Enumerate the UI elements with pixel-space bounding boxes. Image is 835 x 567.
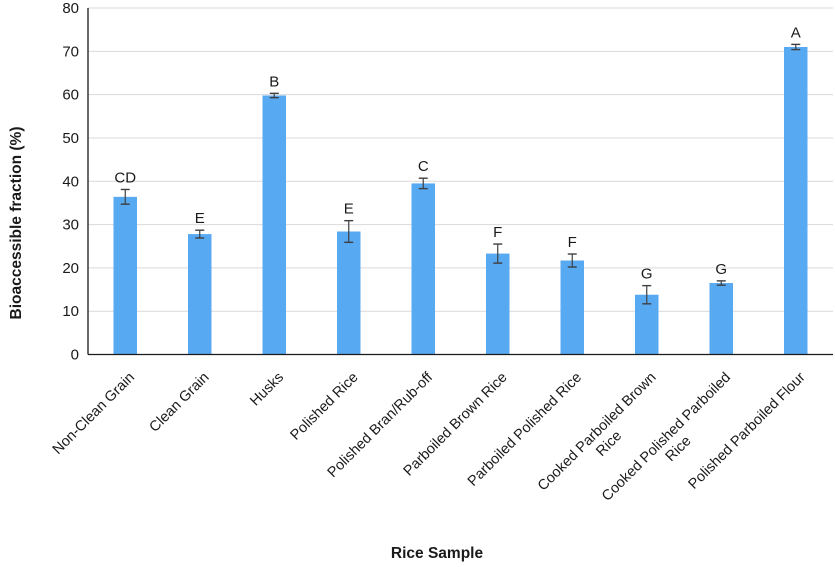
plot-area: 0 10 20 30 40 50 60 70 80 CD Non-Clean Grain E Clean… bbox=[50, 0, 833, 505]
bar bbox=[709, 283, 733, 355]
y-tick-label: 30 bbox=[62, 217, 79, 234]
significance-letter: C bbox=[418, 158, 429, 175]
significance-letter: G bbox=[715, 261, 727, 278]
y-axis-title: Bioaccessible fraction (%) bbox=[8, 127, 25, 320]
y-tick-label: 70 bbox=[62, 43, 79, 60]
x-category-label: Non-Clean Grain bbox=[50, 370, 138, 458]
y-tick-label: 60 bbox=[62, 87, 79, 104]
x-axis-title: Rice Sample bbox=[391, 545, 484, 562]
significance-letter: A bbox=[791, 24, 801, 41]
y-tick-label: 10 bbox=[62, 303, 79, 320]
bar bbox=[784, 46, 808, 355]
significance-letter: G bbox=[641, 266, 653, 283]
significance-letter: E bbox=[195, 210, 205, 227]
bar bbox=[262, 95, 286, 355]
bar bbox=[337, 231, 361, 355]
bar bbox=[486, 253, 510, 355]
y-tick-label: 0 bbox=[71, 347, 79, 364]
bar bbox=[113, 196, 137, 355]
bar bbox=[560, 260, 584, 355]
x-category-label-line: Non-Clean Grain bbox=[50, 370, 138, 458]
x-category-label-line: Polished Rice bbox=[288, 370, 362, 444]
significance-letter: F bbox=[568, 234, 577, 251]
y-tick-label: 20 bbox=[62, 260, 79, 277]
y-tick-label: 50 bbox=[62, 130, 79, 147]
bar bbox=[188, 234, 212, 355]
x-category-label-line: Clean Grain bbox=[147, 370, 213, 436]
x-category-label: Husks bbox=[247, 370, 287, 410]
x-category-label: Polished Rice bbox=[288, 370, 362, 444]
bar bbox=[635, 294, 659, 355]
significance-letter: CD bbox=[114, 169, 136, 186]
significance-letter: B bbox=[269, 73, 279, 90]
x-category-label-line: Husks bbox=[247, 370, 287, 410]
x-category-label-line: Cooked Parboiled Brown bbox=[535, 370, 660, 495]
significance-letter: F bbox=[493, 224, 502, 241]
y-tick-label: 80 bbox=[62, 0, 79, 17]
bar bbox=[411, 183, 435, 355]
significance-letter: E bbox=[344, 201, 354, 218]
y-tick-label: 40 bbox=[62, 173, 79, 190]
x-category-label: Clean Grain bbox=[147, 370, 213, 436]
